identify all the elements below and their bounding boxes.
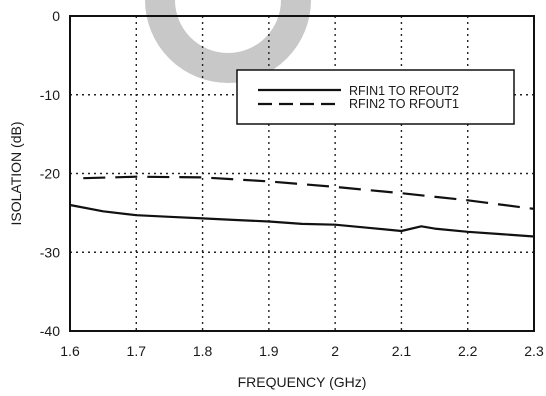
x-tick-label: 1.9 [259,343,279,359]
x-tick-label: 1.7 [127,343,147,359]
tick-labels: 1.6 1.7 1.8 1.9 2 2.1 2.2 2.3 0 -10 -20 -30 -40 [40,8,544,359]
series-line-2 [83,175,535,210]
y-axis-label: ISOLATION (dB) [8,122,24,226]
grid-lines [70,16,534,331]
legend-label-series-1: RFIN1 TO RFOUT2 [349,84,459,98]
legend-box [236,69,515,125]
x-tick-label: 2.1 [392,343,412,359]
x-tick-label: 2.3 [524,343,544,359]
x-axis-label: FREQUENCY (GHz) [238,374,367,390]
legend-label-series-2: RFIN2 TO RFOUT1 [349,97,459,111]
series-lines [69,175,535,238]
y-tick-label: 0 [52,8,60,24]
y-tick-label: -10 [40,87,60,103]
watermark-arc [145,0,311,83]
x-tick-label: 1.8 [193,343,213,359]
legend: RFIN1 TO RFOUT2 RFIN2 TO RFOUT1 [236,69,515,125]
x-tick-label: 2 [331,343,339,359]
series-line-1 [69,203,535,238]
y-tick-label: -20 [40,166,60,182]
x-tick-label: 2.2 [458,343,478,359]
watermark-arc-shape [145,0,311,83]
plot-frame [69,15,535,332]
y-tick-label: -30 [40,244,60,260]
y-tick-label: -40 [40,323,60,339]
x-tick-label: 1.6 [60,343,80,359]
